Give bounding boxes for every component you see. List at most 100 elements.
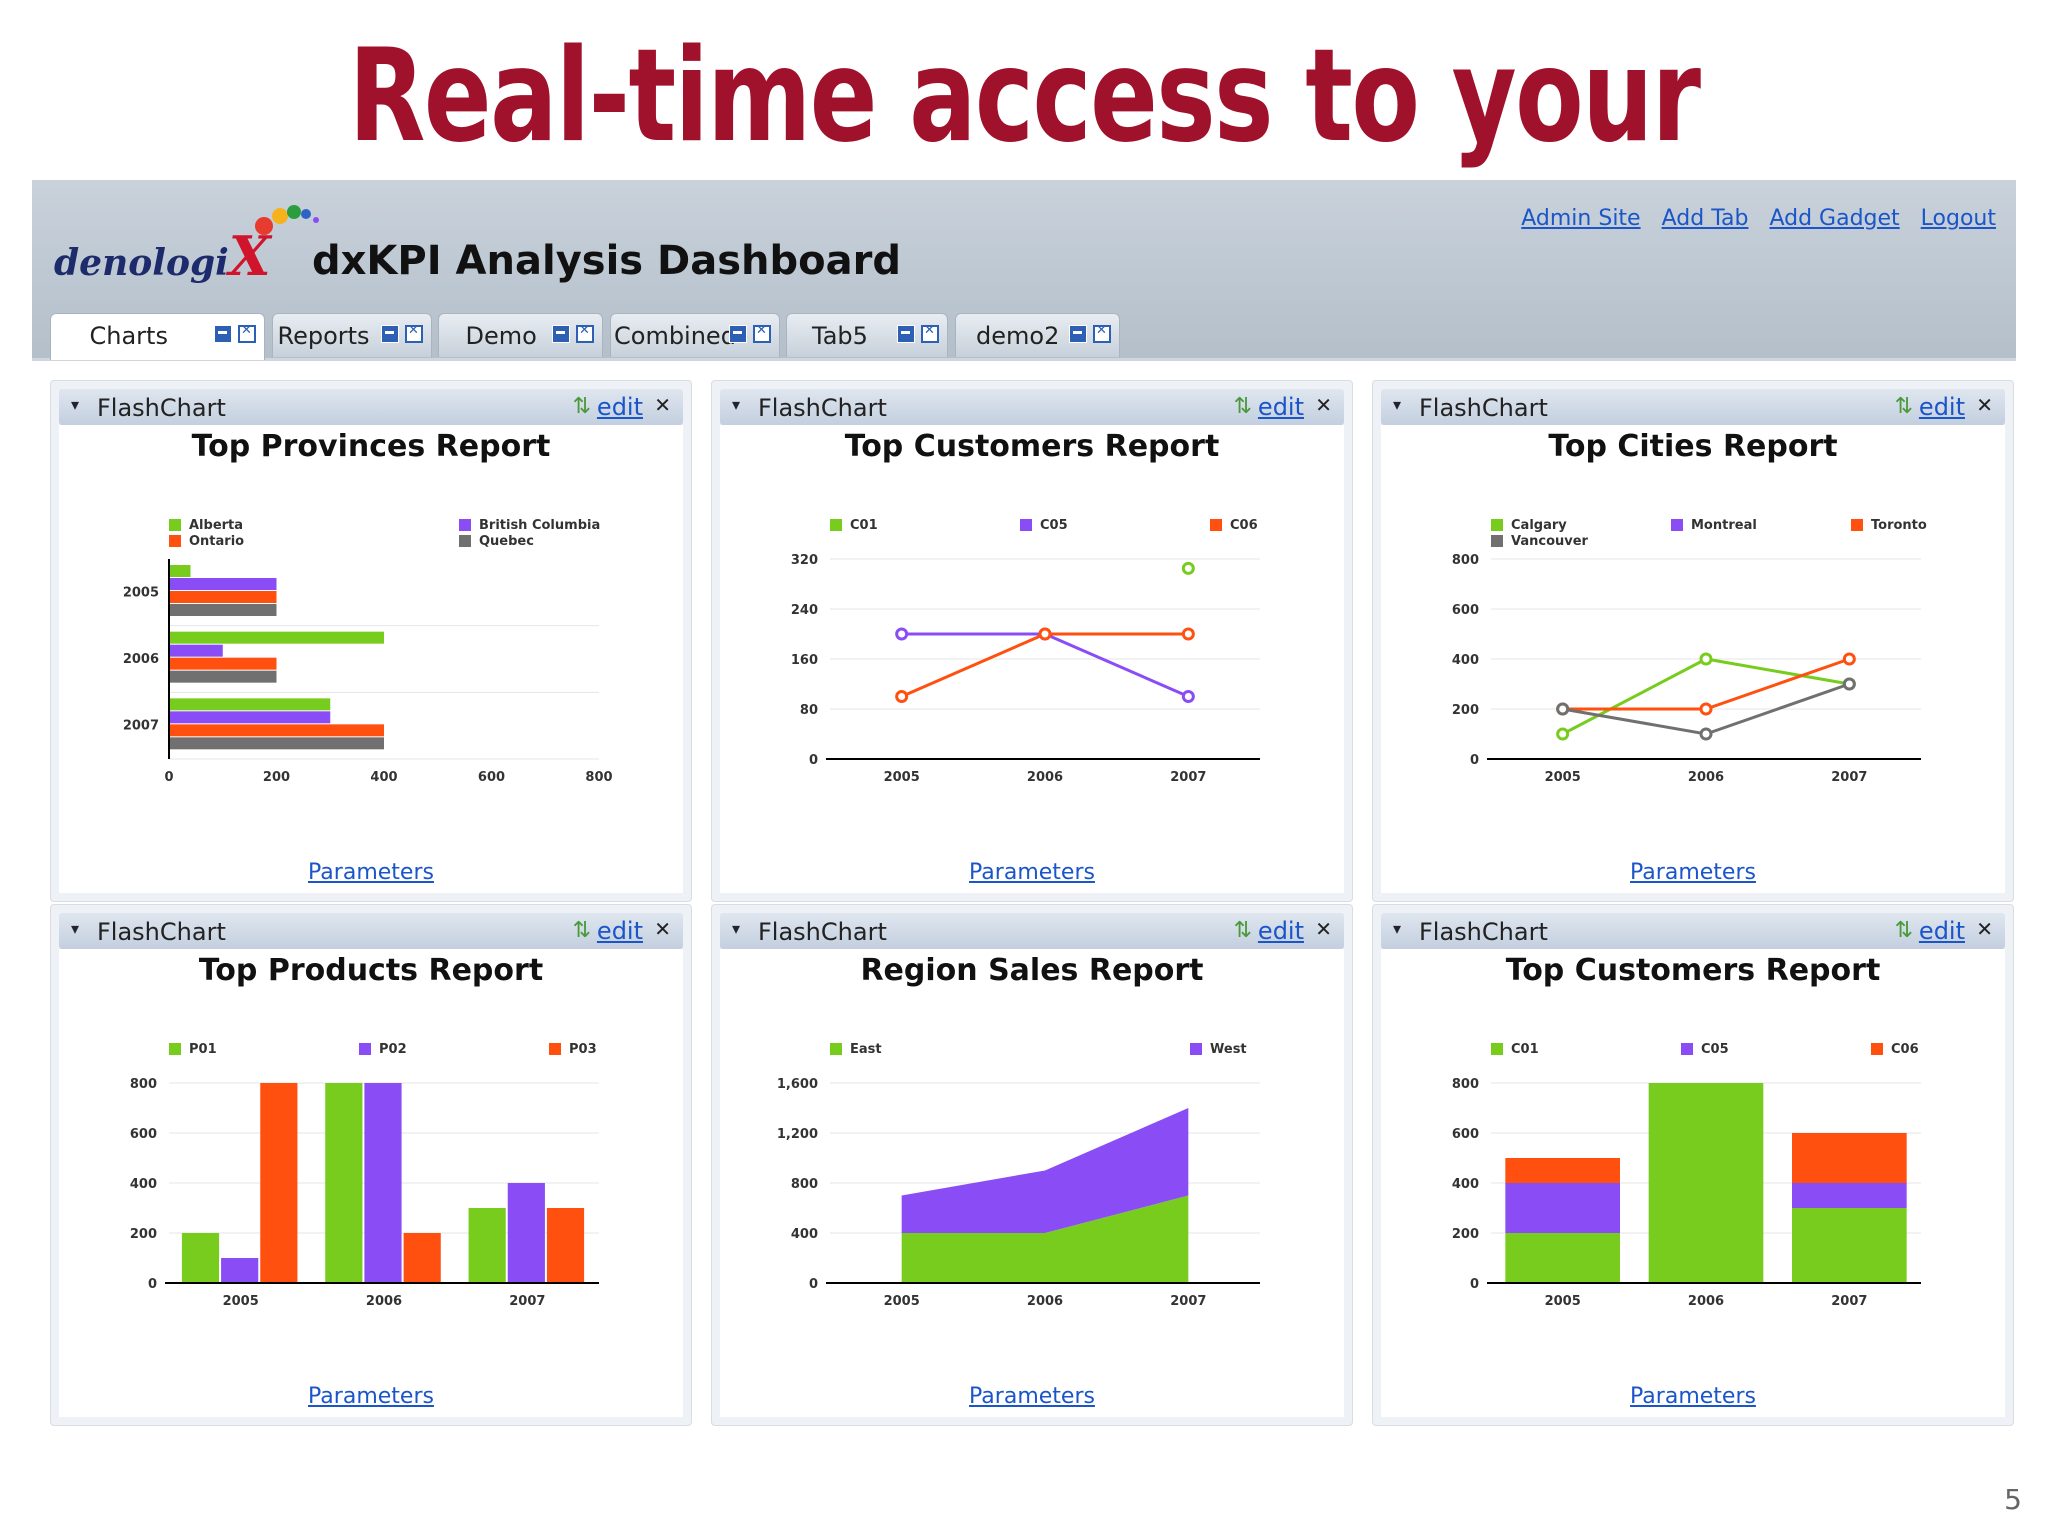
data-point [1038,627,1052,641]
tab-demo[interactable]: Demo [438,313,603,357]
close-icon[interactable]: ✕ [1976,393,1993,417]
legend-label: British Columbia [479,518,600,533]
edit-link[interactable]: edit [1918,393,1965,421]
tab-tab5[interactable]: Tab5 [786,313,948,357]
legend-label: East [850,1042,882,1057]
y-tick-label: 2007 [123,719,159,734]
close-icon[interactable]: ✕ [1976,917,1993,941]
y-tick-label: 800 [1452,1077,1479,1092]
y-tick-label: 400 [130,1177,157,1192]
bar [169,657,277,670]
collapse-caret-icon[interactable]: ▾ [1393,395,1402,414]
bar [169,670,277,683]
y-tick-label: 800 [791,1177,818,1192]
parameters-link[interactable]: Parameters [1630,860,1756,885]
legend-label: C06 [1230,518,1258,533]
close-icon[interactable]: ✕ [654,393,671,417]
collapse-caret-icon[interactable]: ▾ [732,919,741,938]
tab-minimize-icon[interactable] [552,325,570,343]
edit-link[interactable]: edit [1918,917,1965,945]
gadget-header: ▾ FlashChart ⇅ edit ✕ [720,389,1344,425]
tab-close-icon[interactable] [921,323,939,343]
data-point [1181,561,1195,575]
tab-minimize-icon[interactable] [381,325,399,343]
chart-title: Region Sales Report [860,953,1204,988]
bar [169,644,223,657]
x-tick-label: 2005 [884,1294,920,1309]
tab-reports[interactable]: Reports [272,313,432,357]
refresh-icon[interactable]: ⇅ [1894,918,1913,943]
area-band [901,1108,1189,1233]
tab-minimize-icon[interactable] [897,325,915,343]
chart-gadget: ▾ FlashChart ⇅ edit ✕ Region Sales Report Para… [711,904,1353,1426]
refresh-icon[interactable]: ⇅ [572,394,591,419]
y-tick-label: 1,600 [777,1077,818,1092]
x-tick-label: 400 [370,770,397,785]
close-icon[interactable]: ✕ [1315,393,1332,417]
gadget-body: Top Products Report Parameters P01 P02 P03 0 2… [59,949,683,1417]
app-title: dxKPI Analysis Dashboard [312,238,901,284]
chart-title: Top Cities Report [1548,429,1838,464]
logout-link[interactable]: Logout [1920,206,1996,231]
tab-minimize-icon[interactable] [214,325,232,343]
bar [403,1233,441,1283]
parameters-link[interactable]: Parameters [1630,1384,1756,1409]
gadget-body: Top Cities Report Parameters Calgary Montre… [1381,425,2005,893]
legend-swatch [1871,1043,1883,1055]
collapse-caret-icon[interactable]: ▾ [1393,919,1402,938]
series-line [901,632,1189,698]
x-tick-label: 2006 [366,1294,402,1309]
legend-label: Alberta [189,518,243,533]
refresh-icon[interactable]: ⇅ [1233,394,1252,419]
edit-link[interactable]: edit [1257,917,1304,945]
collapse-caret-icon[interactable]: ▾ [732,395,741,414]
tab-close-icon[interactable] [238,323,256,343]
chart-svg: Alberta British Columbia Ontario Quebec 0 200… [123,518,613,785]
edit-link[interactable]: edit [596,393,643,421]
x-tick-label: 800 [585,770,612,785]
tab-demo2[interactable]: demo2 [955,313,1120,357]
legend-swatch [549,1043,561,1055]
parameters-link[interactable]: Parameters [308,1384,434,1409]
y-tick-label: 0 [1470,1277,1479,1292]
y-tick-label: 0 [148,1277,157,1292]
data-point [1699,727,1713,741]
tab-close-icon[interactable] [753,323,771,343]
edit-link[interactable]: edit [596,917,643,945]
y-tick-label: 600 [1452,603,1479,618]
y-tick-label: 400 [1452,653,1479,668]
tab-minimize-icon[interactable] [729,325,747,343]
header-links: Admin Site Add Tab Add Gadget Logout [1507,206,1996,231]
bar [169,631,384,644]
edit-link[interactable]: edit [1257,393,1304,421]
legend-swatch [1491,519,1503,531]
tab-charts[interactable]: Charts [50,313,265,360]
collapse-caret-icon[interactable]: ▾ [71,395,80,414]
add-gadget-link[interactable]: Add Gadget [1769,206,1900,231]
close-icon[interactable]: ✕ [654,917,671,941]
parameters-link[interactable]: Parameters [308,860,434,885]
tab-minimize-icon[interactable] [1069,325,1087,343]
add-tab-link[interactable]: Add Tab [1661,206,1749,231]
gadget-header: ▾ FlashChart ⇅ edit ✕ [59,913,683,949]
collapse-caret-icon[interactable]: ▾ [71,919,80,938]
refresh-icon[interactable]: ⇅ [1894,394,1913,419]
tab-label: Reports [277,322,370,350]
close-icon[interactable]: ✕ [1315,917,1332,941]
data-point [1556,702,1570,716]
y-tick-label: 200 [1452,1227,1479,1242]
data-point [1699,702,1713,716]
tab-close-icon[interactable] [405,323,423,343]
parameters-link[interactable]: Parameters [969,860,1095,885]
refresh-icon[interactable]: ⇅ [1233,918,1252,943]
parameters-link[interactable]: Parameters [969,1384,1095,1409]
tab-close-icon[interactable] [1093,323,1111,343]
tab-close-icon[interactable] [576,323,594,343]
legend-swatch [1190,1043,1202,1055]
gadget-type-label: FlashChart [758,918,887,946]
tab-combined[interactable]: Combined [610,313,780,357]
refresh-icon[interactable]: ⇅ [572,918,591,943]
admin-site-link[interactable]: Admin Site [1521,206,1641,231]
chart-svg: C01 C05 C06 0 200 400 600 800 2005 2006 2007 [1452,1042,1921,1309]
bar [468,1208,506,1283]
